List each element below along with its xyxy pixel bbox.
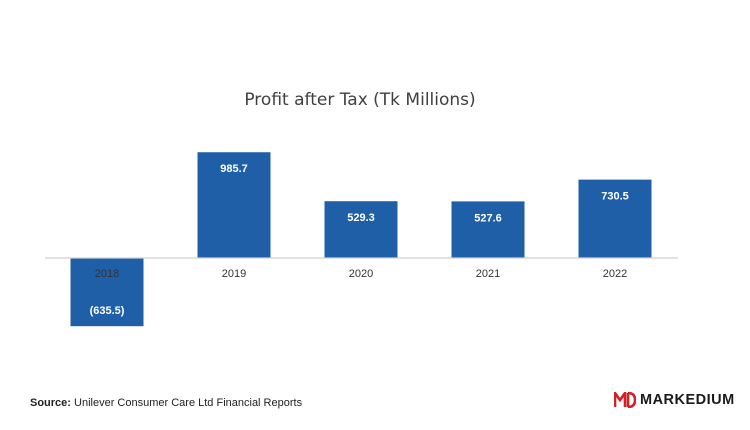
x-tick-label-2020: 2020 — [349, 268, 373, 280]
chart-title: Profit after Tax (Tk Millions) — [244, 90, 476, 110]
data-label-2022: 730.5 — [601, 191, 629, 203]
x-tick-label-2021: 2021 — [476, 268, 500, 280]
bar-2021 — [451, 201, 525, 258]
data-label-2020: 529.3 — [347, 212, 375, 224]
bar-2019 — [197, 152, 271, 258]
x-tick-label-2019: 2019 — [222, 268, 246, 280]
data-label-2019: 985.7 — [220, 163, 248, 175]
data-label-2021: 527.6 — [474, 212, 502, 224]
markedium-logo: MARKEDIUM — [614, 390, 735, 410]
bar-2018 — [70, 258, 144, 327]
logo-text: MARKEDIUM — [640, 392, 735, 408]
source-label: Source: — [30, 397, 71, 409]
bar-2022 — [578, 179, 652, 258]
x-tick-label-2018: 2018 — [95, 268, 119, 280]
bar-2020 — [324, 201, 398, 258]
md-logo-icon — [614, 392, 636, 408]
data-label-2018: (635.5) — [90, 305, 125, 317]
source-note: Source: Unilever Consumer Care Ltd Finan… — [30, 397, 302, 409]
source-text: Unilever Consumer Care Ltd Financial Rep… — [74, 397, 303, 409]
x-tick-label-2022: 2022 — [603, 268, 627, 280]
